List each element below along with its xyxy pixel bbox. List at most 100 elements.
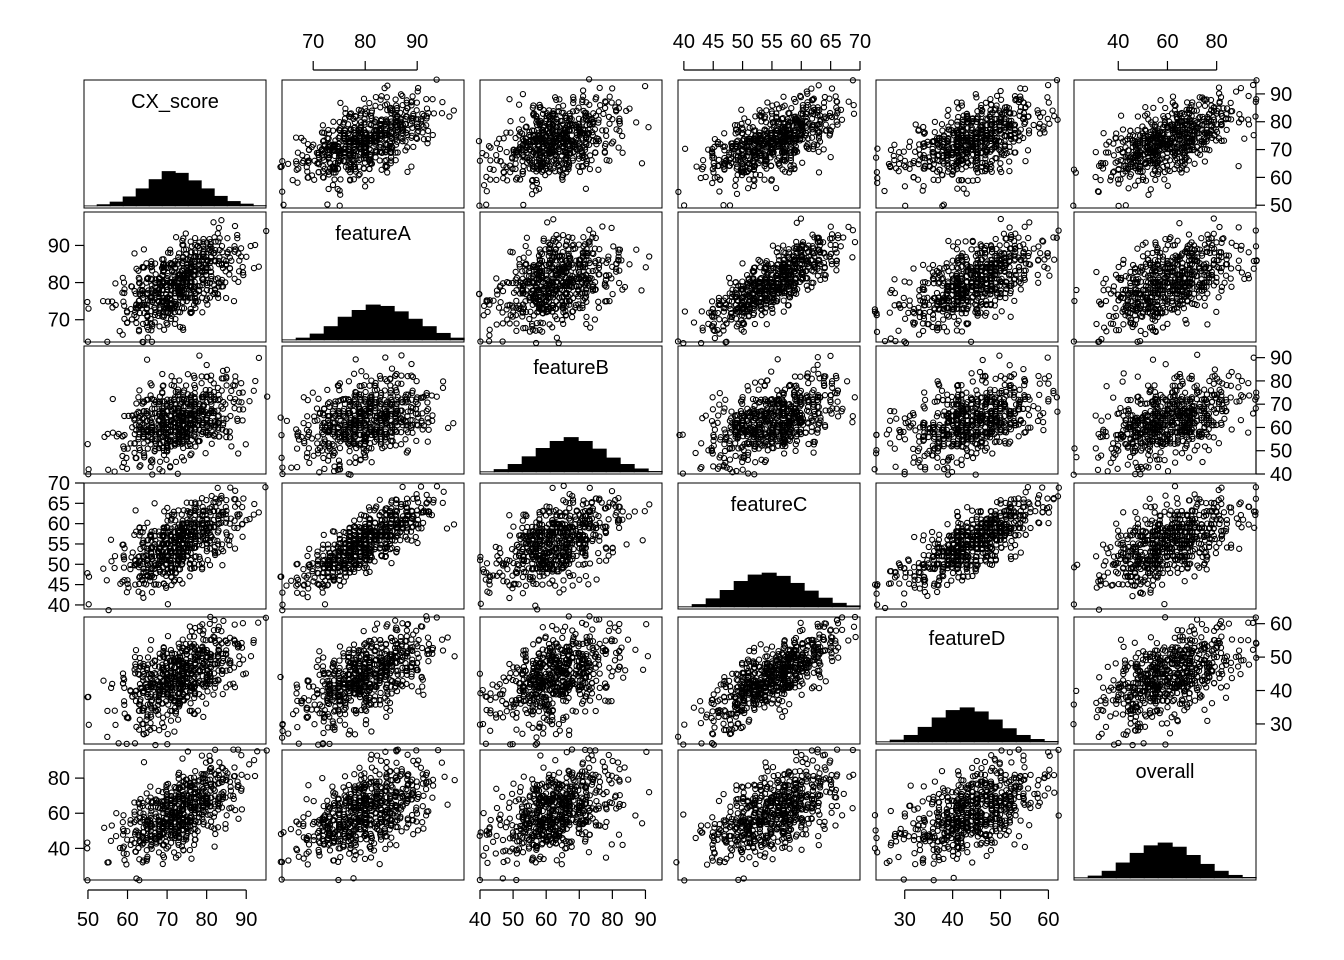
scatter-point <box>384 95 389 100</box>
scatter-point <box>363 178 368 183</box>
scatter-point <box>607 94 612 99</box>
scatter-point <box>244 254 249 259</box>
scatter-point <box>1160 153 1165 158</box>
scatter-point <box>426 128 431 133</box>
scatter-point <box>703 174 708 179</box>
histogram-bar <box>380 306 394 340</box>
scatter-point <box>545 220 550 225</box>
scatter-point <box>639 161 644 166</box>
scatter-point <box>828 155 833 160</box>
scatter-point <box>561 233 566 238</box>
scatter-point <box>1046 100 1051 105</box>
histogram-bar <box>123 197 136 206</box>
scatter-point <box>338 177 343 182</box>
scatter-point <box>361 96 366 101</box>
scatter-point <box>514 328 519 333</box>
scatter-point <box>1224 106 1229 111</box>
scatter-point <box>379 94 384 99</box>
scatter-point <box>722 131 727 136</box>
scatter-point <box>828 224 833 229</box>
scatter-point <box>587 77 592 82</box>
histogram-bar <box>436 333 450 340</box>
scatter-point <box>781 243 786 248</box>
scatter-point <box>507 97 512 102</box>
scatter-point <box>405 169 410 174</box>
scatter-point <box>587 167 592 172</box>
scatter-point <box>955 186 960 191</box>
scatter-point <box>1041 110 1046 115</box>
scatter-point <box>850 228 855 233</box>
scatter-point <box>609 225 614 230</box>
scatter-point <box>520 117 525 122</box>
histogram-bar <box>296 338 310 340</box>
scatter-point <box>733 177 738 182</box>
scatter-point <box>232 223 237 228</box>
scatter-point <box>200 310 205 315</box>
scatter-point <box>141 247 146 252</box>
histogram-bar <box>324 327 338 341</box>
scatter-point <box>86 306 91 311</box>
histogram-bar <box>149 180 162 206</box>
scatter-point <box>746 186 751 191</box>
scatter-point <box>646 125 651 130</box>
scatter-point <box>494 177 499 182</box>
scatter-point <box>556 242 561 247</box>
scatter-point <box>554 299 559 304</box>
histogram-bar <box>214 196 227 206</box>
scatter-point <box>892 142 897 147</box>
scatter-point <box>521 202 526 207</box>
scatter-point <box>520 269 525 274</box>
scatter-point <box>215 231 220 236</box>
scatter-point <box>1148 187 1153 192</box>
scatter-point <box>145 335 150 340</box>
scatter-point <box>1151 105 1156 110</box>
scatter-point <box>932 130 937 135</box>
scatter-point <box>330 182 335 187</box>
scatter-point <box>505 317 510 322</box>
scatter-point <box>932 119 937 124</box>
scatter-point <box>1251 82 1256 87</box>
scatter-point <box>1135 128 1140 133</box>
scatter-point <box>603 105 608 110</box>
scatter-point <box>534 340 539 345</box>
scatter-point <box>1165 183 1170 188</box>
histogram-bar <box>338 317 352 340</box>
scatter-point <box>1135 114 1140 119</box>
scatter-point <box>816 170 821 175</box>
scatter-point <box>447 114 452 119</box>
scatter-point <box>439 111 444 116</box>
scatter-point <box>363 184 368 189</box>
scatter-point <box>331 119 336 124</box>
scatter-point <box>606 254 611 259</box>
scatter-point <box>477 203 482 208</box>
scatter-point <box>988 97 993 102</box>
scatter-point <box>841 235 846 240</box>
scatter-point <box>219 218 224 223</box>
scatter-point <box>484 189 489 194</box>
scatter-point <box>983 100 988 105</box>
scatter-point <box>517 102 522 107</box>
scatter-point <box>973 92 978 97</box>
scatter-point <box>946 107 951 112</box>
scatter-point <box>411 144 416 149</box>
scatter-point <box>414 108 419 113</box>
scatter-point <box>320 123 325 128</box>
scatter-point <box>409 164 414 169</box>
histogram-bar <box>110 202 123 206</box>
scatter-point <box>1238 86 1243 91</box>
scatter-point <box>639 288 644 293</box>
scatter-point <box>338 100 343 105</box>
histogram-bar <box>366 305 380 340</box>
panel-CX_score-featureB <box>476 77 662 209</box>
scatter-point <box>484 202 489 207</box>
scatter-point <box>484 174 489 179</box>
panel-CX_score-overall <box>1071 78 1259 209</box>
variable-label-CX_score: CX_score <box>131 91 219 113</box>
scatter-point <box>400 103 405 108</box>
panel-featureA-featureB <box>477 212 663 346</box>
scatter-point <box>122 316 127 321</box>
scatter-point <box>682 309 687 314</box>
scatter-point <box>1120 127 1125 132</box>
scatter-point <box>907 139 912 144</box>
